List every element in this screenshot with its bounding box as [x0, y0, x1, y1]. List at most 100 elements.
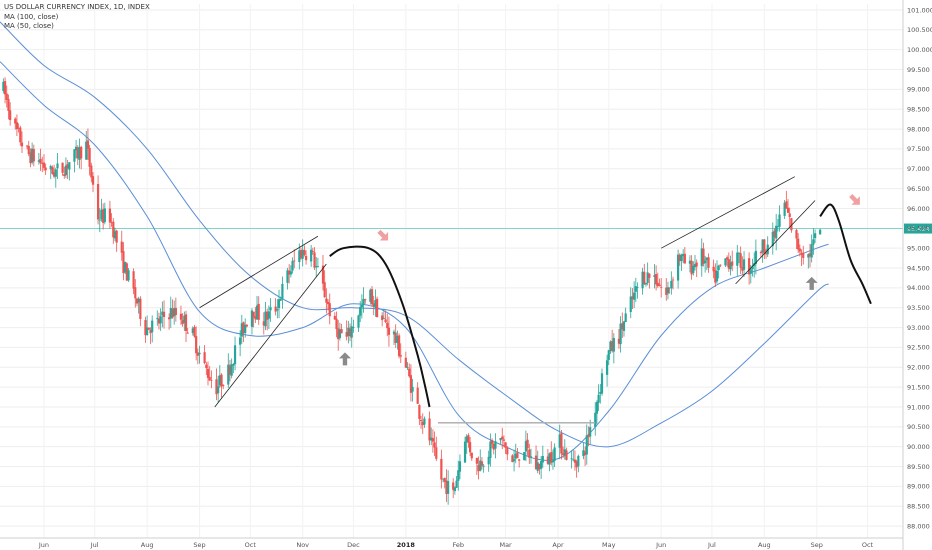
candle-body [729, 262, 732, 270]
candle [431, 429, 434, 453]
candle-body [619, 323, 622, 345]
candle-body [790, 218, 793, 231]
candle-body [528, 449, 531, 458]
candle-body [96, 183, 100, 220]
candle-body [184, 314, 188, 332]
candle-body [572, 459, 575, 461]
candle-body [264, 311, 267, 327]
candle-body [147, 327, 150, 330]
candle [147, 327, 150, 330]
candle [435, 436, 438, 461]
candle [54, 167, 57, 188]
candle-body [232, 364, 235, 366]
x-tick-label: Nov [296, 541, 309, 549]
y-tick-label: 89.000 [907, 483, 930, 491]
candle-body [32, 149, 35, 162]
candle [605, 354, 609, 387]
candle [299, 247, 303, 260]
candle-body [74, 146, 78, 151]
candle-body [53, 172, 56, 177]
candle-body [345, 332, 348, 337]
candle-body [411, 386, 414, 392]
candle [512, 449, 516, 472]
candle-body [435, 447, 438, 459]
candle-body [695, 262, 698, 267]
candle-body [771, 231, 774, 247]
x-tick-label: Sep [193, 541, 205, 549]
candle [479, 449, 482, 472]
y-tick-label: 96.500 [907, 185, 930, 193]
candle [80, 145, 83, 170]
x-tick-label: 2018 [397, 541, 416, 549]
candle [705, 256, 708, 271]
candle [693, 254, 697, 271]
candle-body [506, 447, 509, 455]
candle [467, 433, 470, 448]
candle-body [316, 266, 320, 267]
candle-body [139, 298, 142, 320]
candle-body [597, 394, 600, 403]
candle [583, 446, 587, 467]
candle [761, 239, 764, 263]
candle-body [418, 405, 421, 419]
candle [813, 229, 817, 244]
candle-body [612, 338, 615, 352]
candle [452, 478, 455, 499]
candle [352, 319, 355, 333]
candle-body [658, 284, 661, 287]
candle-body [17, 127, 20, 129]
candle [281, 276, 284, 309]
candle [96, 175, 100, 225]
candle-body [255, 305, 259, 320]
candle-body [560, 433, 563, 454]
candle [44, 163, 47, 175]
candle [132, 268, 135, 295]
y-tick-label: 101.000 [907, 6, 932, 14]
candle [612, 333, 615, 364]
candle [257, 296, 260, 325]
candle-body [609, 341, 612, 352]
candle [729, 255, 732, 276]
candle [149, 327, 152, 345]
candle-body [736, 252, 739, 266]
candle [288, 264, 291, 284]
candle [25, 144, 29, 150]
legend-title: US DOLLAR CURRENCY INDEX, 1D, INDEX [4, 3, 150, 11]
candle-body [267, 311, 270, 319]
y-tick-label: 88.000 [907, 522, 930, 530]
candle [441, 478, 445, 483]
candle [254, 307, 257, 324]
candle [31, 142, 34, 165]
candle-body [313, 252, 316, 268]
candle-body [108, 208, 112, 223]
candle [406, 362, 409, 371]
arrow-down-shape [849, 194, 860, 205]
y-tick-label: 95.500 [907, 225, 930, 233]
candle-body [42, 162, 46, 168]
candle-body [749, 269, 752, 274]
candle-body [144, 320, 147, 336]
candle [575, 459, 578, 478]
candle-body [183, 315, 186, 323]
candle [719, 264, 722, 268]
candle [218, 365, 221, 388]
candle-body [134, 287, 137, 299]
candle [245, 324, 248, 328]
candle [262, 312, 265, 335]
candle [644, 282, 648, 287]
candle-body [761, 239, 764, 253]
candle [239, 330, 242, 357]
candle-body [244, 324, 247, 333]
candle-body [210, 379, 213, 381]
candle-body [467, 435, 470, 443]
candle-body [242, 322, 245, 334]
candle-body [64, 165, 68, 176]
candle [611, 329, 614, 353]
candle [440, 449, 443, 489]
candle-body [304, 255, 308, 261]
candle [819, 228, 822, 235]
candle [726, 255, 729, 267]
candle [394, 324, 397, 348]
candle [267, 305, 270, 329]
